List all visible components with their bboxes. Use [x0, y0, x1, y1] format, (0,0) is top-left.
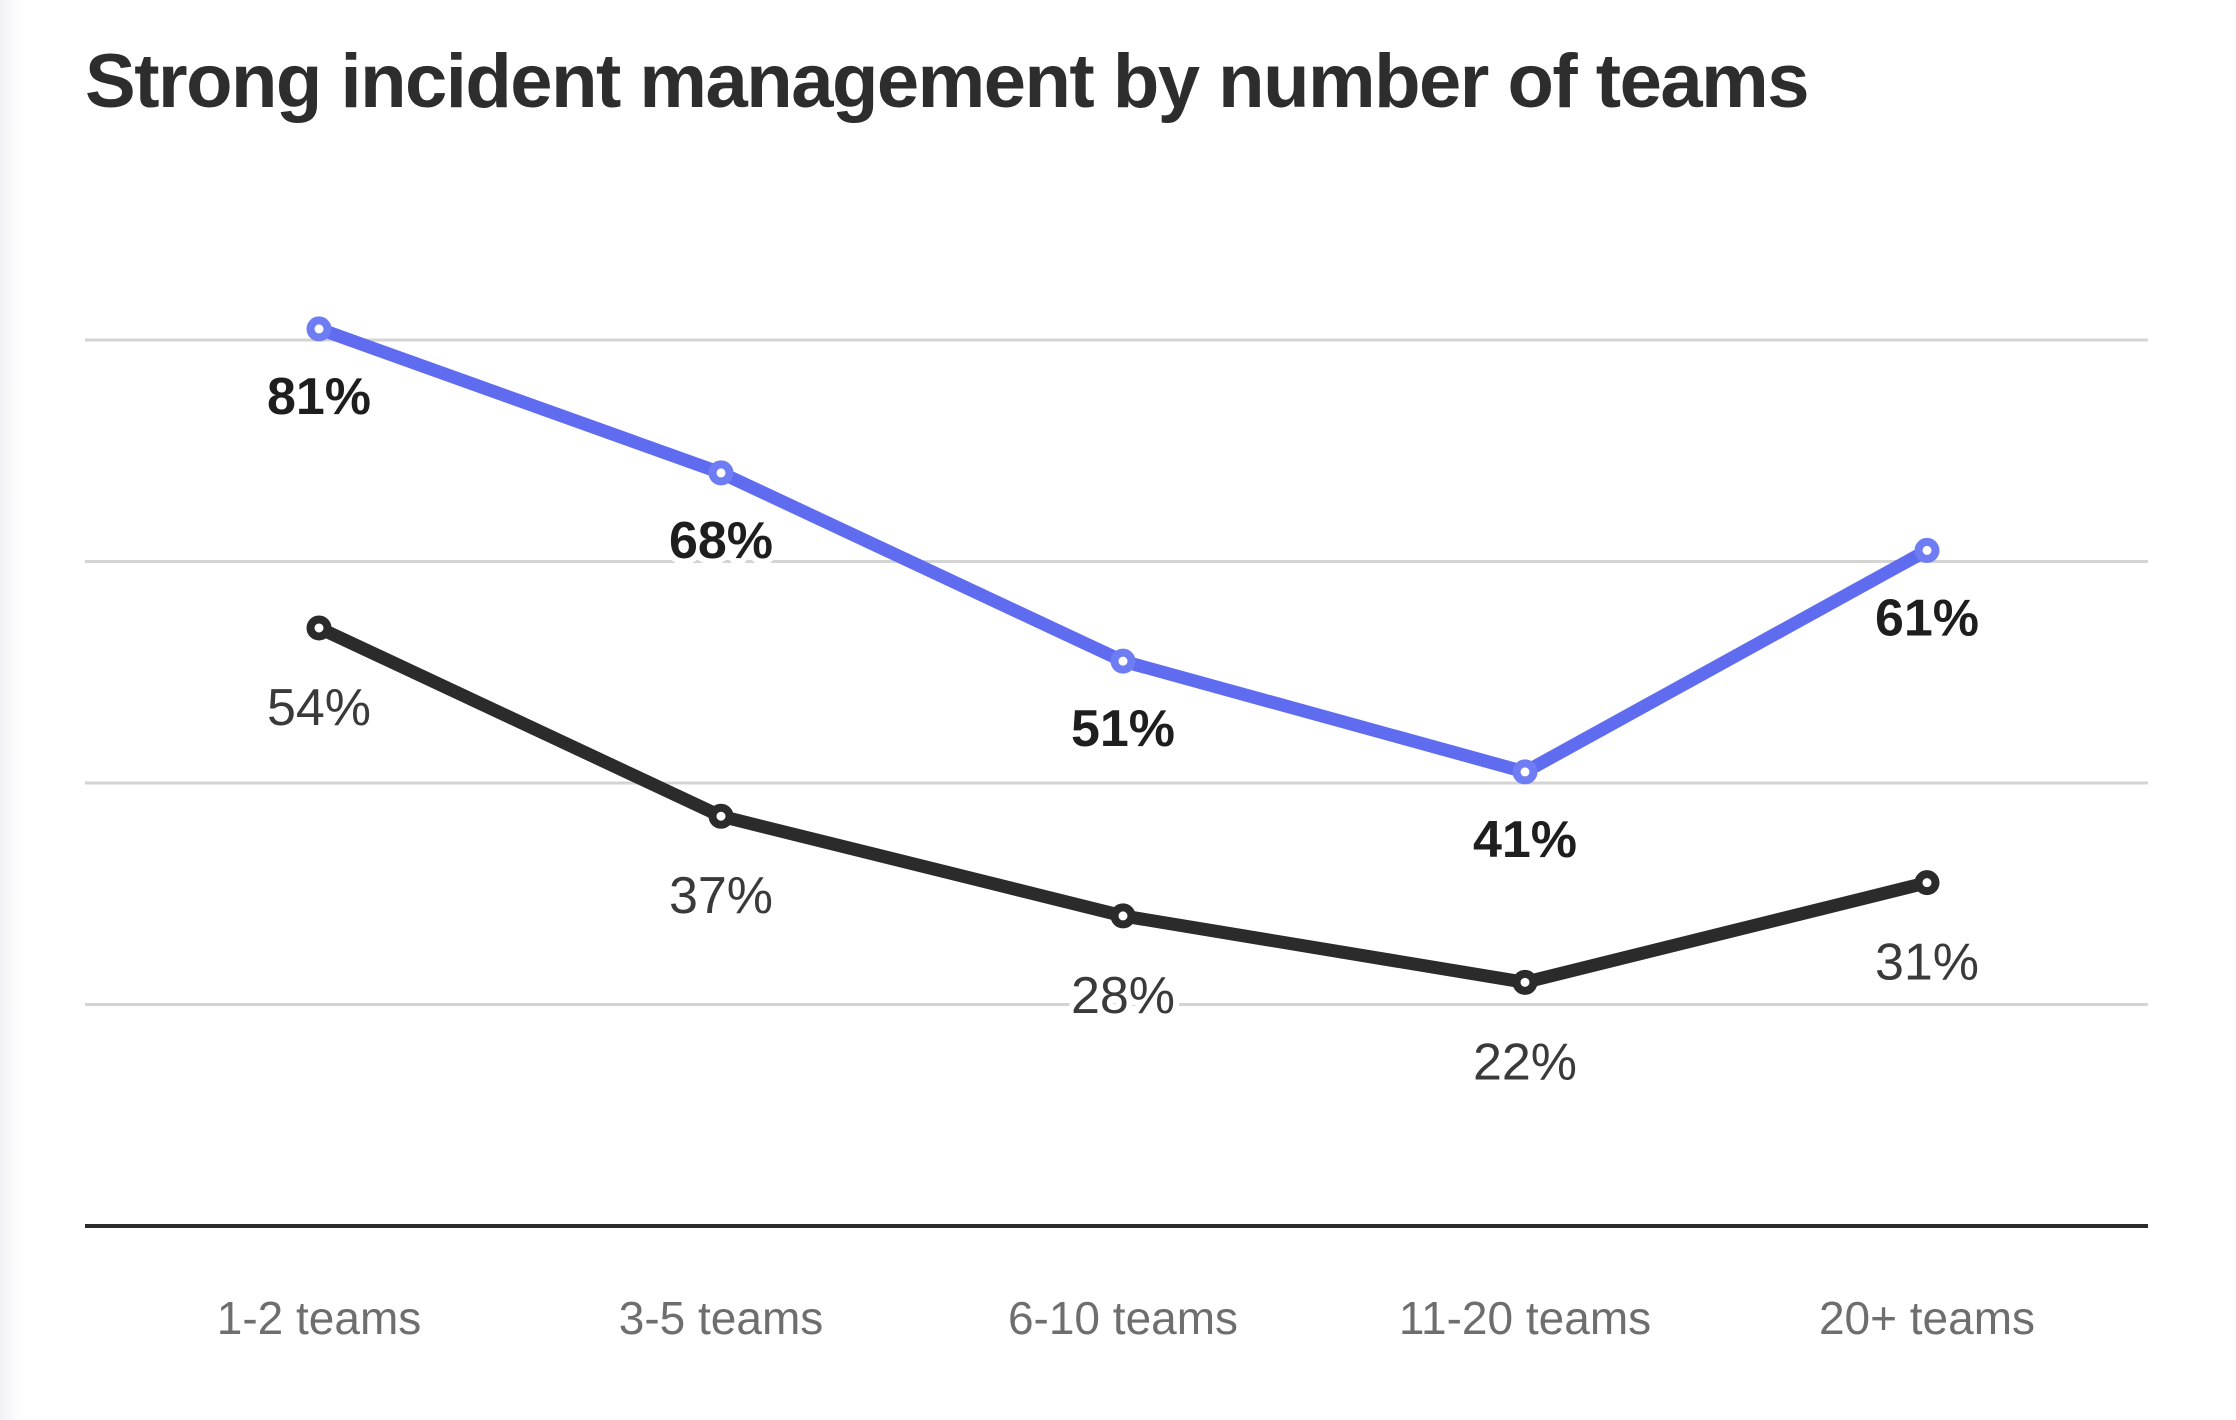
x-axis-label-4: 11-20 teams: [1399, 1292, 1651, 1344]
data-point-black-5: [1914, 870, 1940, 896]
value-label-blue-1: 81%: [267, 368, 371, 426]
chart-title: Strong incident management by number of …: [85, 39, 1810, 124]
data-point-black-3: [1110, 903, 1136, 929]
value-label-black-5: 31%: [1875, 934, 1979, 992]
value-label-black-3: 28%: [1071, 967, 1175, 1025]
value-label-blue-5: 61%: [1875, 589, 1979, 647]
data-point-blue-3: [1110, 648, 1136, 674]
value-label-blue-4: 41%: [1473, 811, 1577, 869]
x-axis-label-2: 3-5 teams: [619, 1292, 824, 1344]
value-label-black-1: 54%: [267, 679, 371, 737]
data-point-blue-5: [1914, 537, 1940, 563]
data-point-black-2: [708, 803, 734, 829]
x-axis-label-5: 20+ teams: [1819, 1292, 2035, 1344]
data-point-blue-1: [306, 316, 332, 342]
data-point-black-1: [306, 615, 332, 641]
data-point-black-4: [1512, 969, 1538, 995]
value-label-blue-2: 68%: [669, 512, 773, 570]
x-axis-label-3: 6-10 teams: [1008, 1292, 1238, 1344]
x-axis-label-1: 1-2 teams: [217, 1292, 422, 1344]
value-label-black-4: 22%: [1473, 1033, 1577, 1091]
data-point-blue-4: [1512, 759, 1538, 785]
value-label-blue-3: 51%: [1071, 700, 1175, 758]
data-point-blue-2: [708, 460, 734, 486]
value-label-black-2: 37%: [669, 867, 773, 925]
